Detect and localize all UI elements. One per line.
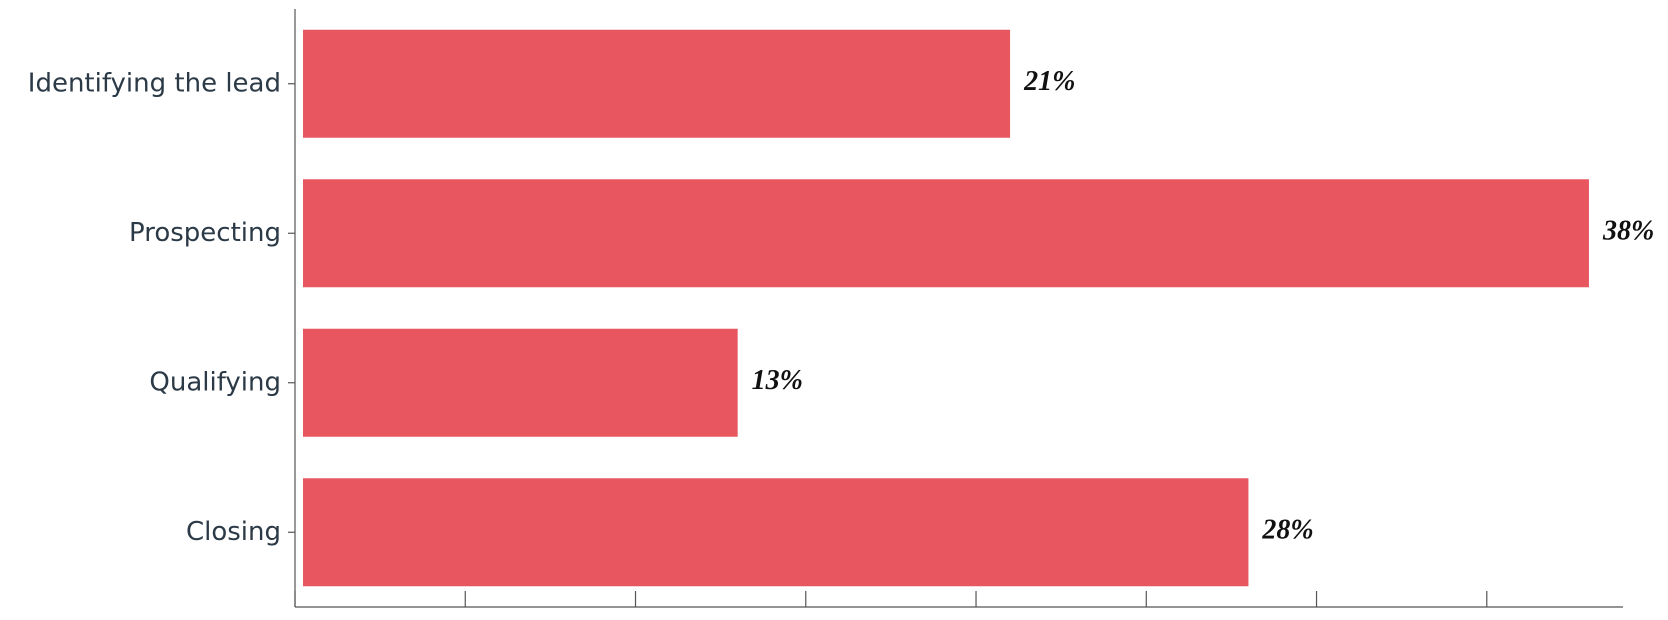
bar xyxy=(303,179,1589,288)
y-tick-label: Qualifying xyxy=(149,367,281,397)
value-label: 21% xyxy=(1023,66,1075,97)
value-label: 13% xyxy=(752,365,803,396)
bar xyxy=(303,478,1249,587)
bar xyxy=(303,328,738,437)
value-label: 28% xyxy=(1261,515,1313,546)
y-tick-label: Closing xyxy=(186,517,281,547)
value-label: 38% xyxy=(1602,216,1654,247)
y-tick-label: Identifying the lead xyxy=(28,68,281,98)
bar xyxy=(303,29,1011,138)
y-tick-label: Prospecting xyxy=(129,218,281,248)
